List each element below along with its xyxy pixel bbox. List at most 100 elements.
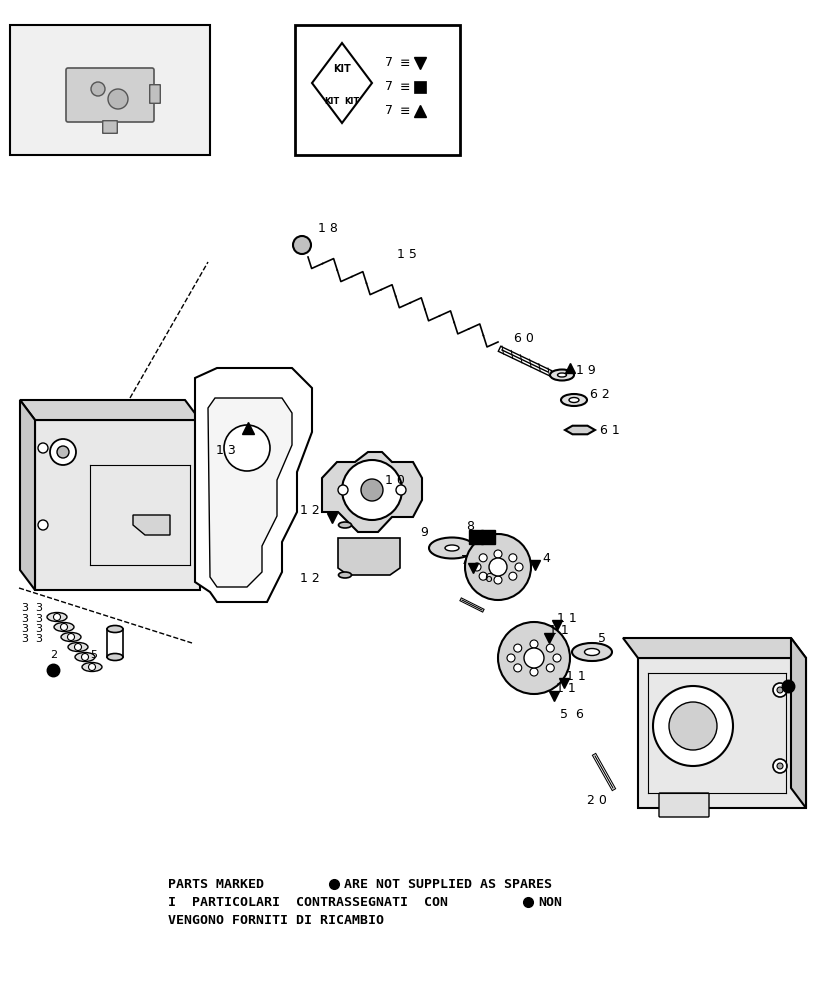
Text: ARE NOT SUPPLIED AS SPARES: ARE NOT SUPPLIED AS SPARES xyxy=(344,878,552,890)
Text: 6 2: 6 2 xyxy=(590,388,610,401)
Text: 4: 4 xyxy=(542,552,550,564)
Circle shape xyxy=(54,613,60,620)
Text: KIT: KIT xyxy=(333,64,351,74)
Circle shape xyxy=(509,572,517,580)
Text: 1 9: 1 9 xyxy=(576,363,596,376)
Text: 7: 7 xyxy=(385,81,393,94)
Circle shape xyxy=(473,563,481,571)
Text: 1 1: 1 1 xyxy=(566,670,586,682)
Text: 6: 6 xyxy=(484,572,492,584)
FancyBboxPatch shape xyxy=(149,85,160,103)
Circle shape xyxy=(653,686,733,766)
Text: I  PARTICOLARI  CONTRASSEGNATI  CON: I PARTICOLARI CONTRASSEGNATI CON xyxy=(168,896,448,908)
Polygon shape xyxy=(565,426,595,434)
Text: 1 1: 1 1 xyxy=(556,682,576,696)
Circle shape xyxy=(88,664,95,670)
Circle shape xyxy=(546,644,554,652)
Polygon shape xyxy=(312,43,372,123)
Circle shape xyxy=(342,460,402,520)
Bar xyxy=(414,81,426,93)
Text: 5  6: 5 6 xyxy=(560,708,584,722)
Ellipse shape xyxy=(584,648,600,656)
Circle shape xyxy=(514,664,521,672)
Circle shape xyxy=(50,439,76,465)
Ellipse shape xyxy=(561,394,587,406)
Circle shape xyxy=(773,759,787,773)
Circle shape xyxy=(777,763,783,769)
Polygon shape xyxy=(623,638,806,658)
Text: 1 2: 1 2 xyxy=(300,572,320,584)
Text: 7: 7 xyxy=(385,104,393,117)
Circle shape xyxy=(530,640,538,648)
Ellipse shape xyxy=(557,373,566,377)
Text: VENGONO FORNITI DI RICAMBIO: VENGONO FORNITI DI RICAMBIO xyxy=(168,914,384,926)
Text: ≡: ≡ xyxy=(400,104,410,117)
Circle shape xyxy=(777,687,783,693)
Circle shape xyxy=(553,654,561,662)
Text: 1 3: 1 3 xyxy=(216,444,236,456)
Circle shape xyxy=(515,563,523,571)
FancyBboxPatch shape xyxy=(103,121,118,133)
FancyBboxPatch shape xyxy=(659,793,709,817)
Ellipse shape xyxy=(107,626,123,633)
Circle shape xyxy=(509,554,517,562)
Polygon shape xyxy=(133,515,170,535)
FancyBboxPatch shape xyxy=(66,68,154,122)
Polygon shape xyxy=(20,400,200,420)
Circle shape xyxy=(514,644,521,652)
Ellipse shape xyxy=(572,643,612,661)
Circle shape xyxy=(465,534,531,600)
Circle shape xyxy=(68,634,74,641)
Text: 2 0: 2 0 xyxy=(587,794,607,806)
Text: 3  3: 3 3 xyxy=(22,614,43,624)
Polygon shape xyxy=(35,420,200,590)
Circle shape xyxy=(507,654,515,662)
Circle shape xyxy=(479,554,487,562)
Text: 1 1: 1 1 xyxy=(549,624,569,638)
Circle shape xyxy=(57,446,69,458)
Circle shape xyxy=(479,572,487,580)
Text: 1 2: 1 2 xyxy=(300,504,320,516)
Text: 6 1: 6 1 xyxy=(600,424,619,436)
Ellipse shape xyxy=(550,369,574,380)
Circle shape xyxy=(489,558,507,576)
Text: ≡: ≡ xyxy=(400,81,410,94)
Polygon shape xyxy=(791,638,806,808)
Circle shape xyxy=(38,443,48,453)
Circle shape xyxy=(498,622,570,694)
Polygon shape xyxy=(195,368,312,602)
Polygon shape xyxy=(20,400,35,590)
Circle shape xyxy=(361,479,383,501)
Text: 8: 8 xyxy=(466,520,474,534)
Ellipse shape xyxy=(68,643,88,652)
Circle shape xyxy=(524,648,544,668)
Text: 1 0: 1 0 xyxy=(385,474,405,487)
Bar xyxy=(10,25,210,155)
Text: PARTS MARKED: PARTS MARKED xyxy=(168,878,264,890)
Circle shape xyxy=(494,550,502,558)
Bar xyxy=(295,25,460,155)
Ellipse shape xyxy=(339,572,352,578)
Text: 5: 5 xyxy=(598,632,606,645)
Text: 7: 7 xyxy=(385,56,393,70)
Ellipse shape xyxy=(445,545,459,551)
Text: 1 8: 1 8 xyxy=(318,222,338,234)
Ellipse shape xyxy=(54,622,74,632)
Text: 2: 2 xyxy=(50,650,57,660)
Circle shape xyxy=(396,485,406,495)
Circle shape xyxy=(494,576,502,584)
Text: 6 0: 6 0 xyxy=(514,332,534,344)
Text: KIT: KIT xyxy=(344,97,360,105)
Ellipse shape xyxy=(429,538,475,558)
Text: 5: 5 xyxy=(90,650,97,660)
Circle shape xyxy=(293,236,311,254)
Text: 3  3: 3 3 xyxy=(22,624,43,634)
Polygon shape xyxy=(638,658,806,808)
Text: 9: 9 xyxy=(420,526,428,538)
Text: NON: NON xyxy=(538,896,562,908)
Circle shape xyxy=(669,702,717,750)
Circle shape xyxy=(546,664,554,672)
Text: 1 1: 1 1 xyxy=(557,611,577,624)
Text: KIT: KIT xyxy=(325,97,339,105)
Circle shape xyxy=(338,485,348,495)
